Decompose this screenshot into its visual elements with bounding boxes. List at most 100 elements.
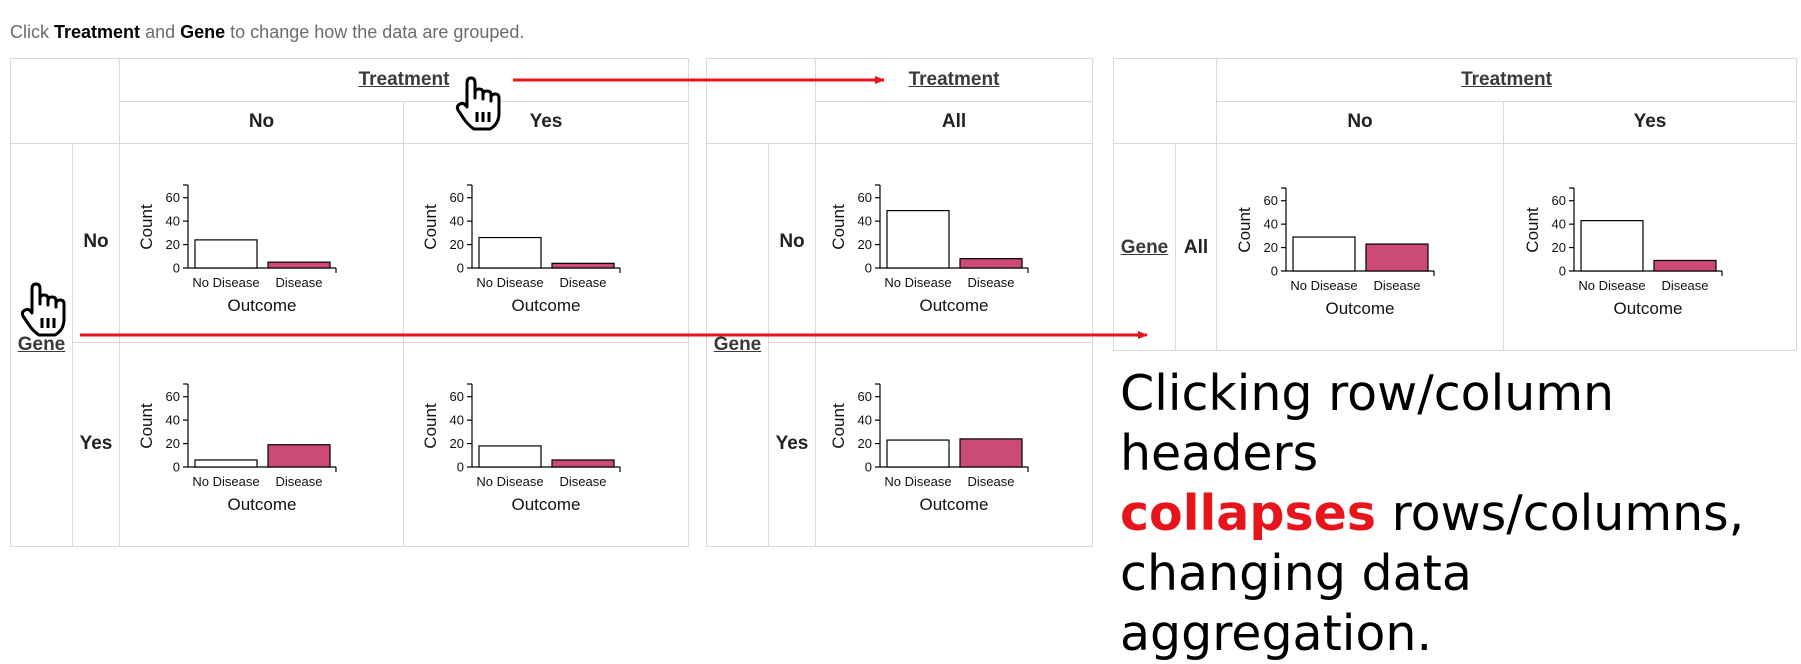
x-axis-label: Outcome xyxy=(512,296,581,315)
x-tick-label: No Disease xyxy=(192,275,259,290)
x-tick-label: No Disease xyxy=(884,275,951,290)
x-axis-label: Outcome xyxy=(228,296,297,315)
x-tick-label: No Disease xyxy=(192,474,259,489)
y-tick-label: 20 xyxy=(450,436,464,451)
bar-disease xyxy=(267,444,331,468)
y-tick-label: 20 xyxy=(166,237,180,252)
y-tick-label: 20 xyxy=(166,436,180,451)
y-axis-label: Count xyxy=(829,204,848,250)
instruction-prefix: Click xyxy=(10,22,49,42)
x-tick-label: Disease xyxy=(968,474,1015,489)
y-tick-label: 60 xyxy=(858,190,872,205)
x-axis-label: Outcome xyxy=(228,495,297,514)
chart-cell xyxy=(1503,143,1797,351)
bar-no-disease xyxy=(194,459,258,468)
bar-chart: 0 20 40 60 No Disease Disease Outcome Count xyxy=(1523,187,1723,318)
y-tick-label: 0 xyxy=(173,460,180,475)
y-tick-label: 60 xyxy=(1264,193,1278,208)
instruction-treatment: Treatment xyxy=(54,22,141,42)
y-tick-label: 0 xyxy=(865,261,872,276)
instruction-and: and xyxy=(145,22,176,42)
column-label-no: No xyxy=(248,111,275,132)
bar-chart: 0 20 40 60 No Disease Disease Outcome Count xyxy=(421,184,621,315)
y-tick-label: 20 xyxy=(858,237,872,252)
y-tick-label: 0 xyxy=(1559,264,1566,279)
x-tick-label: Disease xyxy=(276,474,323,489)
row-label-yes: Yes xyxy=(775,433,809,454)
caption-highlight: collapses xyxy=(1120,485,1377,542)
caption: Clicking row/column headers collapses ro… xyxy=(1120,364,1796,664)
y-axis-label: Count xyxy=(829,403,848,449)
x-tick-label: No Disease xyxy=(884,474,951,489)
x-axis-label: Outcome xyxy=(920,296,989,315)
x-tick-label: No Disease xyxy=(1578,278,1645,293)
bar-disease xyxy=(959,438,1023,468)
bar-disease xyxy=(267,261,331,269)
y-axis-label: Count xyxy=(137,403,156,449)
row-label-no: No xyxy=(83,231,109,252)
y-tick-label: 0 xyxy=(173,261,180,276)
instruction-suffix: to change how the data are grouped. xyxy=(230,22,525,42)
y-tick-label: 40 xyxy=(450,413,464,428)
bar-chart: 0 20 40 60 No Disease Disease Outcome Count xyxy=(1235,187,1435,318)
x-tick-label: No Disease xyxy=(1290,278,1357,293)
y-tick-label: 40 xyxy=(450,214,464,229)
chart-cell xyxy=(403,342,689,547)
bar-chart: 0 20 40 60 No Disease Disease Outcome Count xyxy=(137,383,337,514)
gene-header-link[interactable]: Gene xyxy=(17,334,66,355)
y-tick-label: 60 xyxy=(166,190,180,205)
x-axis-label: Outcome xyxy=(1614,299,1683,318)
gene-header-link[interactable]: Gene xyxy=(1120,237,1169,258)
x-axis-label: Outcome xyxy=(512,495,581,514)
y-tick-label: 40 xyxy=(1552,217,1566,232)
column-label-yes: Yes xyxy=(529,111,563,132)
y-axis-label: Count xyxy=(421,204,440,250)
y-axis-label: Count xyxy=(1523,207,1542,253)
bar-no-disease xyxy=(478,236,542,269)
x-axis-label: Outcome xyxy=(920,495,989,514)
bar-no-disease xyxy=(1580,220,1644,272)
bar-disease xyxy=(551,459,615,468)
y-axis-label: Count xyxy=(1235,207,1254,253)
x-tick-label: Disease xyxy=(560,275,607,290)
treatment-header-link[interactable]: Treatment xyxy=(908,69,1000,90)
y-tick-label: 0 xyxy=(457,261,464,276)
y-tick-label: 40 xyxy=(858,413,872,428)
row-label-no: No xyxy=(779,231,805,252)
caption-line-2-rest: rows/columns, xyxy=(1376,485,1745,542)
bar-chart: 0 20 40 60 No Disease Disease Outcome Count xyxy=(421,383,621,514)
x-tick-label: Disease xyxy=(276,275,323,290)
treatment-header-link[interactable]: Treatment xyxy=(1461,69,1552,90)
bar-no-disease xyxy=(1292,236,1356,272)
y-tick-label: 0 xyxy=(457,460,464,475)
y-tick-label: 20 xyxy=(450,237,464,252)
y-tick-label: 20 xyxy=(858,436,872,451)
bar-disease xyxy=(551,262,615,269)
y-tick-label: 40 xyxy=(1264,217,1278,232)
row-label-yes: Yes xyxy=(79,433,113,454)
bar-no-disease xyxy=(478,445,542,468)
chart-cell xyxy=(815,342,1093,547)
x-tick-label: No Disease xyxy=(476,275,543,290)
y-tick-label: 60 xyxy=(1552,193,1566,208)
y-tick-label: 60 xyxy=(858,389,872,404)
y-tick-label: 20 xyxy=(1552,240,1566,255)
bar-chart: 0 20 40 60 No Disease Disease Outcome Count xyxy=(137,184,337,315)
caption-line-2: collapses rows/columns, xyxy=(1120,484,1796,544)
caption-line-3: changing data aggregation. xyxy=(1120,545,1472,662)
gene-header-link[interactable]: Gene xyxy=(713,334,762,355)
bar-disease xyxy=(1653,259,1717,272)
y-tick-label: 0 xyxy=(1271,264,1278,279)
bar-no-disease xyxy=(194,239,258,269)
bar-no-disease xyxy=(886,439,950,468)
treatment-header-link[interactable]: Treatment xyxy=(358,69,450,90)
y-tick-label: 0 xyxy=(865,460,872,475)
bar-no-disease xyxy=(886,209,950,269)
x-tick-label: Disease xyxy=(1374,278,1421,293)
column-label-all: All xyxy=(941,111,967,132)
bar-chart: 0 20 40 60 No Disease Disease Outcome Count xyxy=(829,184,1029,315)
bar-disease xyxy=(1365,243,1429,272)
x-axis-label: Outcome xyxy=(1326,299,1395,318)
x-tick-label: Disease xyxy=(1662,278,1709,293)
bar-chart: 0 20 40 60 No Disease Disease Outcome Count xyxy=(829,383,1029,514)
